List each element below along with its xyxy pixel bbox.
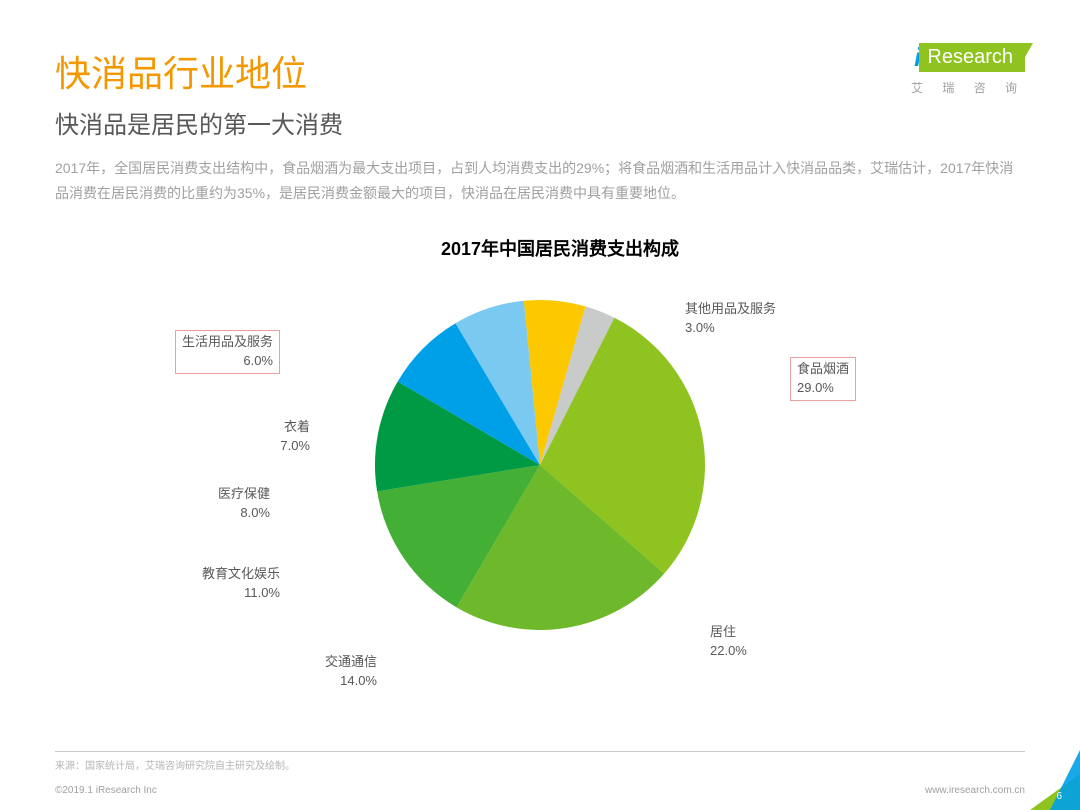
chart-label: 其他用品及服务3.0% (685, 300, 776, 338)
chart-label: 居住22.0% (710, 623, 747, 661)
website: www.iresearch.com.cn (925, 785, 1025, 796)
chart-label: 交通通信14.0% (325, 653, 377, 691)
source-divider (55, 751, 1025, 752)
corner-decoration-blue (1050, 750, 1080, 810)
chart-area: 2017年中国居民消费支出构成 其他用品及服务3.0% 食品烟酒29.0% 居住22… (55, 235, 1025, 715)
logo-main: iResearch (914, 42, 1025, 73)
chart-label: 生活用品及服务6.0% (175, 330, 280, 374)
pie-svg (370, 295, 710, 635)
source-text: 来源：国家统计局，艾瑞咨询研究院自主研究及绘制。 (55, 757, 295, 772)
chart-title: 2017年中国居民消费支出构成 (55, 235, 1025, 261)
page-subtitle: 快消品是居民的第一大消费 (55, 105, 1025, 140)
chart-label: 医疗保健8.0% (218, 485, 270, 523)
copyright: ©2019.1 iResearch Inc (55, 785, 157, 796)
logo: iResearch 艾 瑞 咨 询 (911, 42, 1025, 96)
page-title: 快消品行业地位 (55, 45, 1025, 97)
chart-label: 食品烟酒29.0% (790, 357, 856, 401)
description-text: 2017年，全国居民消费支出结构中，食品烟酒为最大支出项目，占到人均消费支出的2… (55, 156, 1025, 205)
slide: iResearch 艾 瑞 咨 询 快消品行业地位 快消品是居民的第一大消费 2… (0, 0, 1080, 810)
chart-label: 教育文化娱乐11.0% (202, 565, 280, 603)
page-number: 6 (1056, 791, 1062, 802)
chart-label: 衣着7.0% (280, 418, 310, 456)
pie-chart (370, 295, 710, 635)
logo-research-text: Research (919, 43, 1025, 72)
logo-subtitle: 艾 瑞 咨 询 (911, 79, 1025, 96)
